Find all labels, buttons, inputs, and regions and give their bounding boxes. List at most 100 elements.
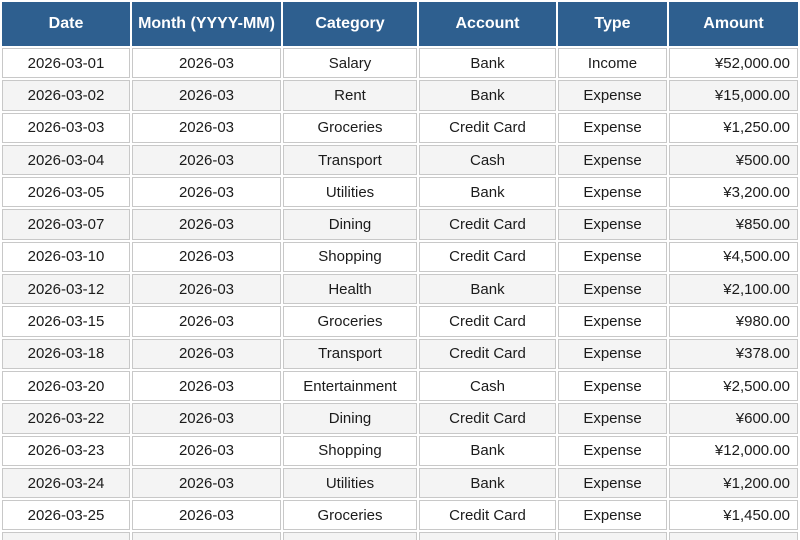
table-row: 2026-03-04 2026-03 Transport Cash Expense ¥50… bbox=[2, 144, 798, 176]
cell-month: 2026-03 bbox=[132, 177, 281, 208]
cell-account: Cash bbox=[419, 370, 556, 402]
cell-date: 2026-03-03 bbox=[2, 112, 130, 143]
column-header-month: Month (YYYY-MM) bbox=[132, 2, 281, 46]
cell-amount: ¥12,000.00 bbox=[669, 435, 798, 466]
cell-date: 2026-03-01 bbox=[2, 48, 130, 79]
partial-table-row bbox=[2, 532, 798, 540]
cell-type: Expense bbox=[558, 370, 667, 402]
cell-account: Credit Card bbox=[419, 403, 556, 434]
cell-amount: ¥52,000.00 bbox=[669, 48, 798, 79]
cell-category: Groceries bbox=[283, 112, 417, 143]
cell-month: 2026-03 bbox=[132, 370, 281, 402]
cell-account: Cash bbox=[419, 144, 556, 176]
cell-type: Expense bbox=[558, 435, 667, 466]
cell-category: Rent bbox=[283, 80, 417, 111]
table-row: 2026-03-18 2026-03 Transport Credit Card Exp… bbox=[2, 338, 798, 369]
cell-type bbox=[558, 532, 667, 540]
table-body: 2026-03-01 2026-03 Salary Bank Income ¥52,000… bbox=[2, 48, 798, 540]
cell-account bbox=[419, 532, 556, 540]
cell-category: Transport bbox=[283, 338, 417, 369]
header-row: Date Month (YYYY-MM) Category Account Type Am… bbox=[2, 2, 798, 46]
cell-account: Bank bbox=[419, 177, 556, 208]
cell-date: 2026-03-07 bbox=[2, 209, 130, 240]
table-row: 2026-03-03 2026-03 Groceries Credit Card Exp… bbox=[2, 112, 798, 143]
cell-date: 2026-03-23 bbox=[2, 435, 130, 466]
cell-amount: ¥600.00 bbox=[669, 403, 798, 434]
cell-amount: ¥378.00 bbox=[669, 338, 798, 369]
cell-month bbox=[132, 532, 281, 540]
cell-month: 2026-03 bbox=[132, 209, 281, 240]
table-row: 2026-03-12 2026-03 Health Bank Expense ¥2,100… bbox=[2, 274, 798, 305]
cell-type: Expense bbox=[558, 500, 667, 531]
table-header: Date Month (YYYY-MM) Category Account Type Am… bbox=[2, 2, 798, 46]
cell-type: Expense bbox=[558, 80, 667, 111]
cell-date: 2026-03-10 bbox=[2, 241, 130, 273]
cell-date: 2026-03-22 bbox=[2, 403, 130, 434]
cell-month: 2026-03 bbox=[132, 144, 281, 176]
cell-account: Credit Card bbox=[419, 306, 556, 337]
cell-category: Shopping bbox=[283, 435, 417, 466]
cell-type: Expense bbox=[558, 274, 667, 305]
cell-type: Expense bbox=[558, 338, 667, 369]
cell-amount: ¥2,500.00 bbox=[669, 370, 798, 402]
cell-month: 2026-03 bbox=[132, 241, 281, 273]
cell-amount: ¥500.00 bbox=[669, 144, 798, 176]
cell-date bbox=[2, 532, 130, 540]
cell-account: Credit Card bbox=[419, 338, 556, 369]
column-header-account: Account bbox=[419, 2, 556, 46]
cell-month: 2026-03 bbox=[132, 338, 281, 369]
cell-account: Bank bbox=[419, 80, 556, 111]
cell-category: Health bbox=[283, 274, 417, 305]
cell-category: Utilities bbox=[283, 467, 417, 499]
cell-category: Shopping bbox=[283, 241, 417, 273]
cell-amount: ¥1,250.00 bbox=[669, 112, 798, 143]
cell-date: 2026-03-02 bbox=[2, 80, 130, 111]
cell-category: Transport bbox=[283, 144, 417, 176]
cell-account: Bank bbox=[419, 274, 556, 305]
column-header-category: Category bbox=[283, 2, 417, 46]
table-row: 2026-03-23 2026-03 Shopping Bank Expense ¥12,… bbox=[2, 435, 798, 466]
cell-date: 2026-03-15 bbox=[2, 306, 130, 337]
cell-amount: ¥15,000.00 bbox=[669, 80, 798, 111]
table-row: 2026-03-07 2026-03 Dining Credit Card Expens… bbox=[2, 209, 798, 240]
cell-month: 2026-03 bbox=[132, 80, 281, 111]
cell-month: 2026-03 bbox=[132, 274, 281, 305]
cell-account: Credit Card bbox=[419, 209, 556, 240]
table-row: 2026-03-01 2026-03 Salary Bank Income ¥52,000… bbox=[2, 48, 798, 79]
cell-category: Groceries bbox=[283, 500, 417, 531]
cell-amount: ¥3,200.00 bbox=[669, 177, 798, 208]
cell-date: 2026-03-12 bbox=[2, 274, 130, 305]
cell-month: 2026-03 bbox=[132, 112, 281, 143]
cell-date: 2026-03-24 bbox=[2, 467, 130, 499]
cell-category: Utilities bbox=[283, 177, 417, 208]
cell-category: Dining bbox=[283, 403, 417, 434]
cell-amount bbox=[669, 532, 798, 540]
table-row: 2026-03-22 2026-03 Dining Credit Card Expens… bbox=[2, 403, 798, 434]
cell-category: Entertainment bbox=[283, 370, 417, 402]
cell-amount: ¥1,450.00 bbox=[669, 500, 798, 531]
column-header-type: Type bbox=[558, 2, 667, 46]
cell-type: Expense bbox=[558, 177, 667, 208]
cell-category: Salary bbox=[283, 48, 417, 79]
cell-account: Bank bbox=[419, 435, 556, 466]
cell-month: 2026-03 bbox=[132, 500, 281, 531]
cell-category: Dining bbox=[283, 209, 417, 240]
cell-type: Expense bbox=[558, 403, 667, 434]
table-row: 2026-03-15 2026-03 Groceries Credit Card Exp… bbox=[2, 306, 798, 337]
cell-type: Expense bbox=[558, 209, 667, 240]
cell-amount: ¥850.00 bbox=[669, 209, 798, 240]
cell-date: 2026-03-04 bbox=[2, 144, 130, 176]
table-row: 2026-03-02 2026-03 Rent Bank Expense ¥15,000.… bbox=[2, 80, 798, 111]
cell-month: 2026-03 bbox=[132, 403, 281, 434]
cell-account: Bank bbox=[419, 467, 556, 499]
table-row: 2026-03-24 2026-03 Utilities Bank Expense ¥1,… bbox=[2, 467, 798, 499]
table-row: 2026-03-25 2026-03 Groceries Credit Card Exp… bbox=[2, 500, 798, 531]
cell-amount: ¥1,200.00 bbox=[669, 467, 798, 499]
cell-account: Credit Card bbox=[419, 241, 556, 273]
cell-amount: ¥980.00 bbox=[669, 306, 798, 337]
cell-type: Expense bbox=[558, 467, 667, 499]
cell-category: Groceries bbox=[283, 306, 417, 337]
cell-type: Income bbox=[558, 48, 667, 79]
column-header-amount: Amount bbox=[669, 2, 798, 46]
